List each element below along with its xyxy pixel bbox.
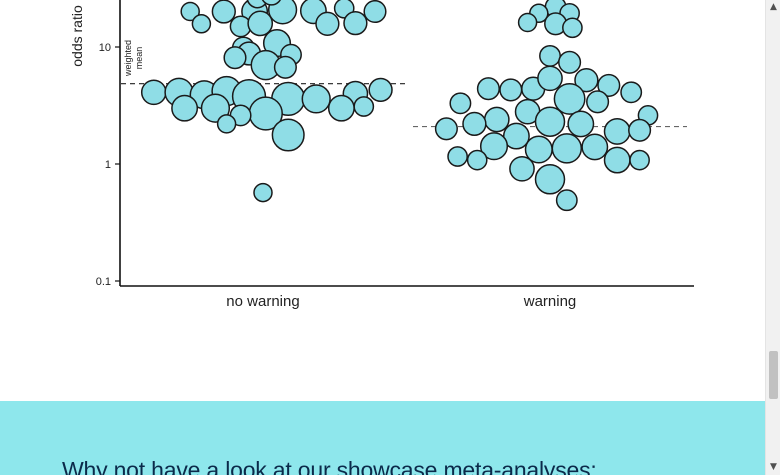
study-point: [267, 0, 298, 25]
weighted-mean-annotation: mean: [134, 47, 144, 70]
x-category-label: warning: [523, 293, 577, 310]
chart-axes: [115, 0, 694, 287]
study-point: [327, 94, 355, 122]
study-point: [273, 55, 297, 79]
study-point: [586, 90, 610, 114]
study-point: [479, 132, 509, 161]
chart-labels: 0.1 1 10 odds ratio no warning warning weighte…: [69, 5, 576, 310]
scroll-up-icon[interactable]: ▲: [770, 2, 777, 12]
study-point: [597, 73, 621, 97]
study-point: [171, 94, 199, 122]
study-point: [253, 182, 273, 203]
chart-points: [140, 0, 659, 212]
study-point: [476, 77, 500, 101]
study-point: [555, 189, 578, 212]
weighted-mean-annotation: weighted: [123, 40, 133, 77]
study-point: [315, 11, 340, 36]
study-point: [574, 68, 599, 93]
study-point: [603, 146, 631, 174]
study-point: [567, 110, 595, 138]
study-point: [223, 46, 247, 70]
study-point: [628, 118, 652, 142]
study-point: [353, 96, 375, 117]
study-point: [499, 78, 523, 102]
study-point: [434, 117, 458, 141]
y-axis-title: odds ratio: [69, 5, 85, 67]
study-point: [247, 10, 274, 37]
study-point: [629, 149, 650, 171]
x-category-label: no warning: [226, 293, 299, 310]
study-point: [603, 117, 631, 145]
vertical-scrollbar[interactable]: ▲ ▼: [765, 0, 780, 475]
study-point: [462, 111, 487, 137]
y-tick-label: 1: [105, 159, 111, 171]
showcase-band: Why not have a look at our showcase meta…: [0, 401, 765, 475]
study-point: [271, 118, 305, 152]
study-point: [537, 65, 563, 92]
study-point: [534, 164, 566, 195]
y-tick-label: 0.1: [96, 276, 111, 288]
scroll-down-icon[interactable]: ▼: [770, 462, 777, 472]
study-point: [483, 106, 510, 133]
study-point: [562, 17, 583, 39]
study-point: [620, 81, 643, 104]
study-point: [301, 84, 331, 114]
study-point: [261, 0, 281, 6]
study-point: [140, 79, 167, 106]
study-point: [558, 50, 582, 74]
study-point: [343, 10, 368, 36]
study-point: [551, 133, 583, 164]
y-tick-label: 10: [99, 42, 111, 54]
study-point: [534, 106, 566, 137]
study-point: [581, 133, 609, 161]
study-point: [368, 77, 393, 103]
study-point: [211, 0, 236, 24]
study-point: [447, 146, 468, 167]
study-point: [517, 12, 538, 33]
study-point: [180, 1, 200, 22]
scrollbar-thumb[interactable]: [769, 351, 778, 399]
study-point: [246, 0, 269, 9]
study-point: [449, 92, 472, 115]
study-point: [191, 14, 212, 34]
study-point: [553, 82, 586, 115]
beeswarm-chart: 0.1 1 10 odds ratio no warning warning weighte…: [69, 0, 694, 310]
study-point: [539, 44, 561, 67]
study-point: [509, 155, 535, 182]
study-point: [363, 0, 387, 24]
study-point: [216, 114, 237, 134]
showcase-heading: Why not have a look at our showcase meta…: [62, 457, 597, 475]
study-point: [466, 149, 488, 171]
